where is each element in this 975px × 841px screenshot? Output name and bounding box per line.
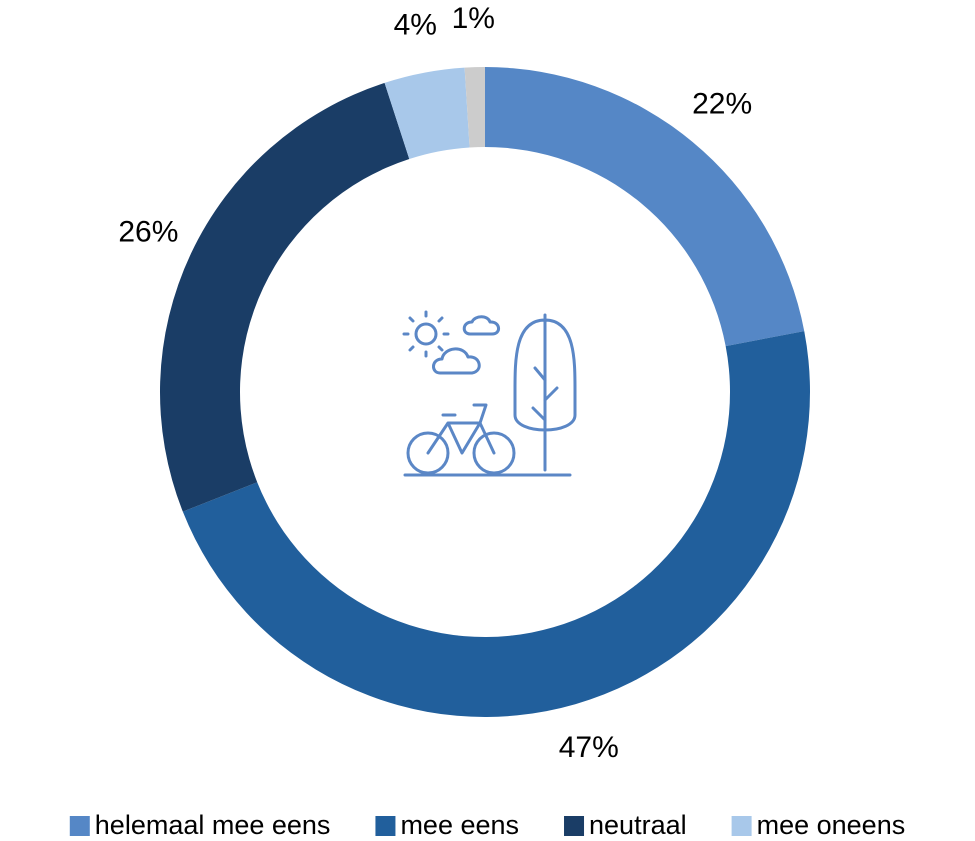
legend-label: neutraal [589, 810, 687, 840]
legend-label: mee eens [400, 810, 519, 840]
slice [384, 67, 470, 159]
legend-swatch [69, 816, 90, 836]
slice [464, 67, 485, 148]
value-label: 22% [692, 87, 752, 120]
legend-swatch [375, 816, 396, 836]
value-label: 26% [118, 216, 178, 249]
slice [160, 82, 410, 512]
value-label: 4% [394, 9, 437, 42]
legend: helemaal mee eens mee eens neutraal mee one… [69, 810, 906, 840]
legend-label: mee oneens [757, 810, 906, 840]
legend-label: helemaal mee eens [95, 810, 331, 840]
value-label: 1% [452, 2, 495, 35]
slice [182, 331, 810, 717]
slice [485, 67, 805, 347]
center-icon [402, 310, 577, 477]
legend-swatch [564, 816, 585, 836]
value-label: 47% [559, 731, 619, 764]
legend-swatch [731, 816, 752, 836]
